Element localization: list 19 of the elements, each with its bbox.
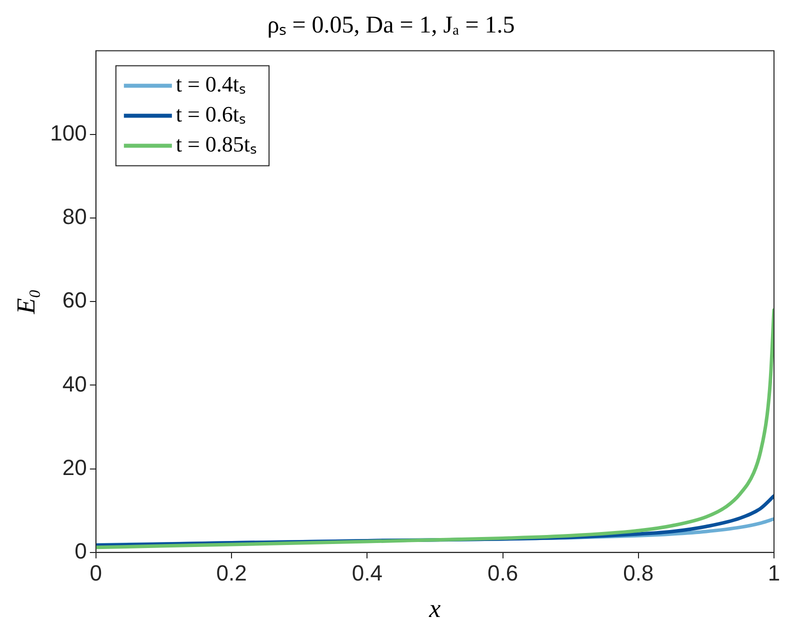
y-tick-label: 40: [62, 371, 87, 396]
x-tick-label: 0.4: [352, 560, 382, 586]
x-tick-label: 0.2: [216, 560, 247, 586]
y-tick-label: 80: [62, 204, 87, 230]
x-tick-label: 1: [768, 560, 780, 586]
y-tick-label: 0: [74, 538, 87, 564]
x-tick-label: 0.8: [623, 560, 654, 586]
legend-label: t = 0.6tₛ: [176, 102, 246, 127]
line-series: [96, 308, 774, 550]
legend-label: t = 0.85tₛ: [176, 132, 258, 157]
legend-label: t = 0.4tₛ: [176, 72, 246, 97]
y-tick-label: 100: [50, 120, 87, 146]
x-tick-label: 0: [90, 560, 102, 586]
x-tick-label: 0.6: [487, 560, 518, 586]
y-axis-title: E₀: [11, 289, 40, 316]
y-tick-label: 20: [62, 454, 87, 480]
chart-title: ρₛ = 0.05, Da = 1, Jₐ = 1.5: [267, 12, 515, 39]
x-axis-title: x: [428, 594, 442, 624]
y-tick-label: 60: [62, 288, 87, 313]
